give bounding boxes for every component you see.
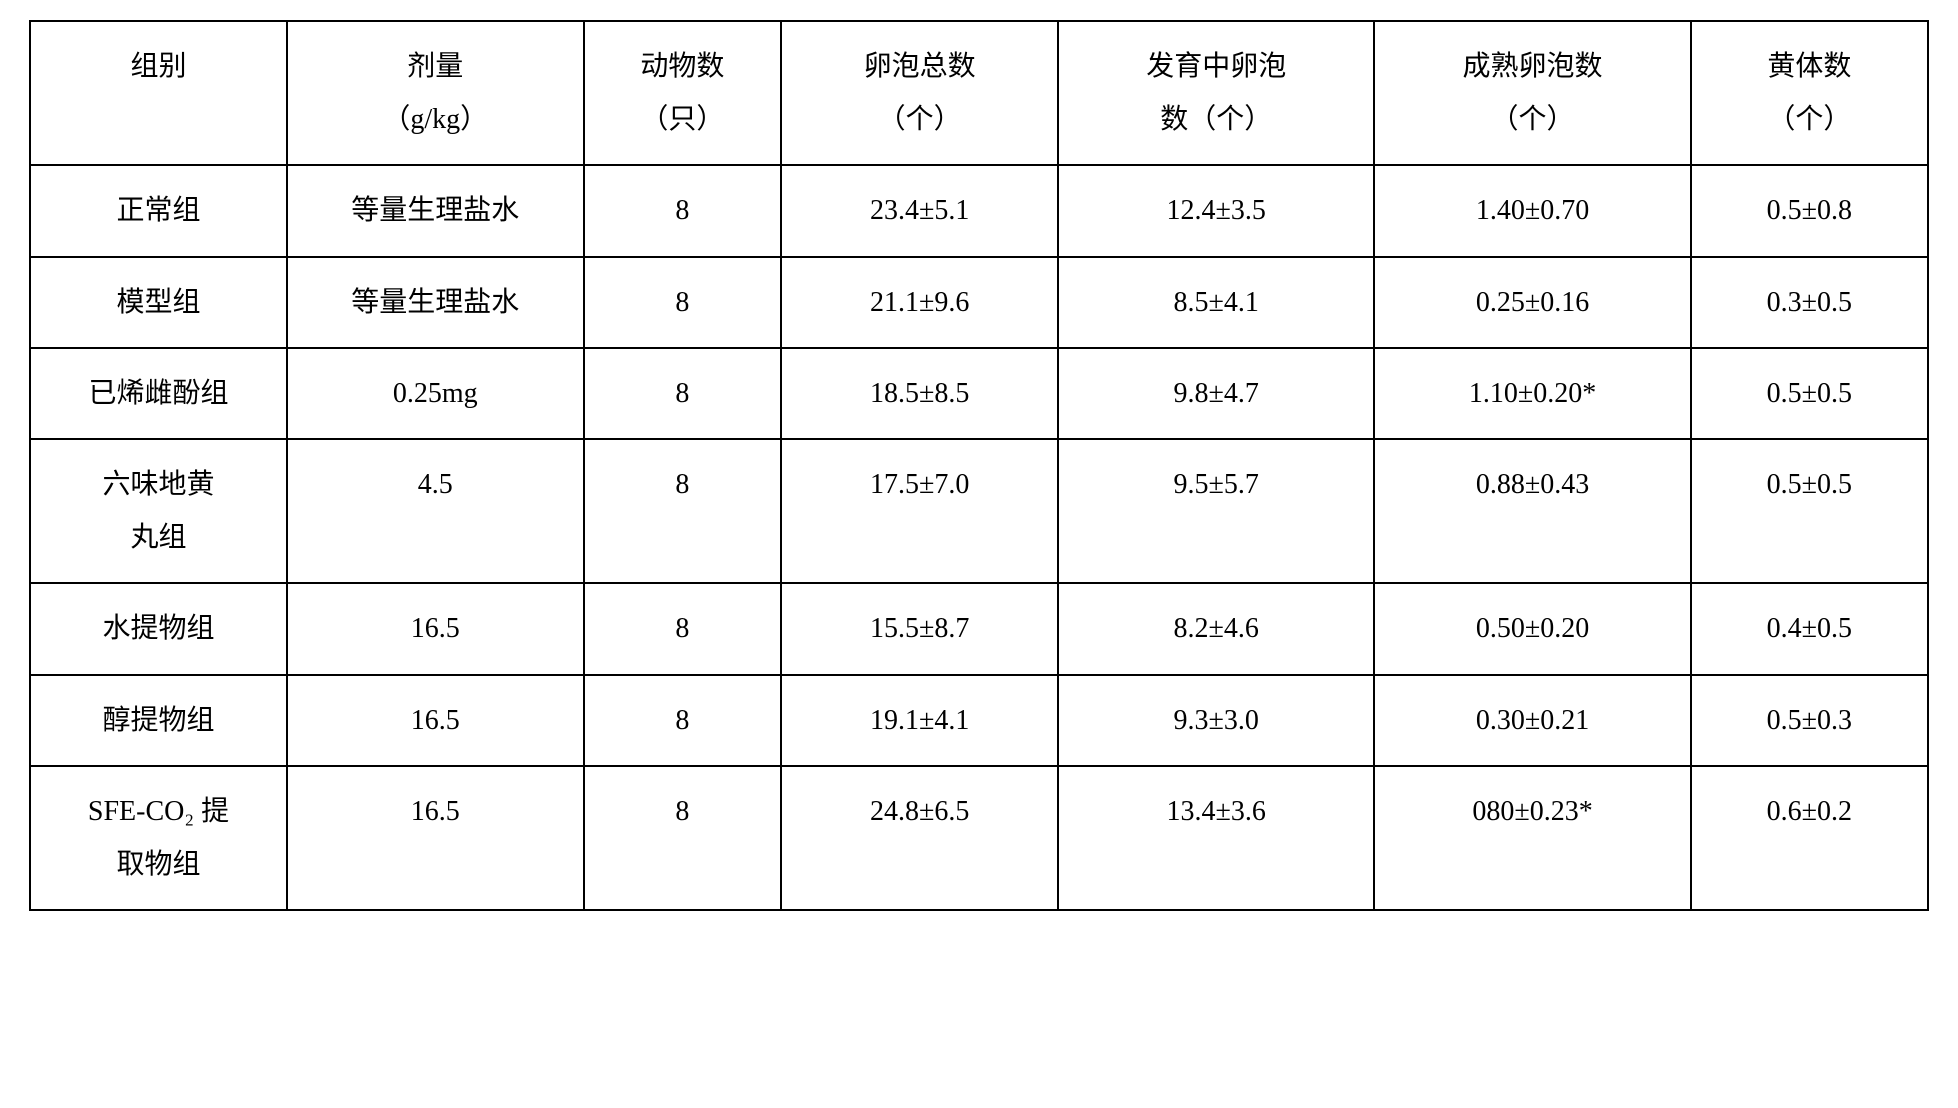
- table-row: 醇提物组16.5819.1±4.19.3±3.00.30±0.210.5±0.3: [30, 675, 1928, 766]
- cell-mature: 0.50±0.20: [1374, 583, 1690, 674]
- cell-dose: 等量生理盐水: [287, 257, 584, 348]
- cell-n: 8: [584, 675, 782, 766]
- col-header-total: 卵泡总数（个）: [781, 21, 1058, 165]
- cell-developing: 13.4±3.6: [1058, 766, 1374, 910]
- cell-mature: 1.10±0.20*: [1374, 348, 1690, 439]
- cell-mature: 080±0.23*: [1374, 766, 1690, 910]
- header-row: 组别 剂量（g/kg） 动物数（只） 卵泡总数（个） 发育中卵泡数（个） 成熟卵…: [30, 21, 1928, 165]
- table-row: 六味地黄丸组4.5817.5±7.09.5±5.70.88±0.430.5±0.…: [30, 439, 1928, 583]
- cell-dose: 16.5: [287, 766, 584, 910]
- cell-corpus: 0.5±0.5: [1691, 439, 1928, 583]
- cell-corpus: 0.5±0.3: [1691, 675, 1928, 766]
- cell-n: 8: [584, 165, 782, 256]
- cell-developing: 8.2±4.6: [1058, 583, 1374, 674]
- cell-dose: 4.5: [287, 439, 584, 583]
- data-table: 组别 剂量（g/kg） 动物数（只） 卵泡总数（个） 发育中卵泡数（个） 成熟卵…: [29, 20, 1929, 911]
- cell-dose: 16.5: [287, 675, 584, 766]
- col-header-corpus: 黄体数（个）: [1691, 21, 1928, 165]
- cell-n: 8: [584, 439, 782, 583]
- cell-dose: 等量生理盐水: [287, 165, 584, 256]
- cell-mature: 0.88±0.43: [1374, 439, 1690, 583]
- table-body: 正常组等量生理盐水823.4±5.112.4±3.51.40±0.700.5±0…: [30, 165, 1928, 910]
- cell-dose: 0.25mg: [287, 348, 584, 439]
- cell-group: SFE-CO₂ 提取物组: [30, 766, 287, 910]
- col-header-n: 动物数（只）: [584, 21, 782, 165]
- cell-total: 15.5±8.7: [781, 583, 1058, 674]
- cell-total: 23.4±5.1: [781, 165, 1058, 256]
- cell-corpus: 0.6±0.2: [1691, 766, 1928, 910]
- cell-developing: 9.8±4.7: [1058, 348, 1374, 439]
- cell-group: 已烯雌酚组: [30, 348, 287, 439]
- cell-n: 8: [584, 257, 782, 348]
- cell-corpus: 0.5±0.8: [1691, 165, 1928, 256]
- cell-n: 8: [584, 766, 782, 910]
- cell-group: 正常组: [30, 165, 287, 256]
- cell-total: 18.5±8.5: [781, 348, 1058, 439]
- cell-total: 24.8±6.5: [781, 766, 1058, 910]
- cell-n: 8: [584, 348, 782, 439]
- col-header-mature: 成熟卵泡数（个）: [1374, 21, 1690, 165]
- cell-group: 醇提物组: [30, 675, 287, 766]
- cell-mature: 0.25±0.16: [1374, 257, 1690, 348]
- col-header-group: 组别: [30, 21, 287, 165]
- cell-corpus: 0.4±0.5: [1691, 583, 1928, 674]
- table-row: 正常组等量生理盐水823.4±5.112.4±3.51.40±0.700.5±0…: [30, 165, 1928, 256]
- col-header-dose: 剂量（g/kg）: [287, 21, 584, 165]
- cell-mature: 1.40±0.70: [1374, 165, 1690, 256]
- cell-mature: 0.30±0.21: [1374, 675, 1690, 766]
- cell-total: 17.5±7.0: [781, 439, 1058, 583]
- cell-group: 水提物组: [30, 583, 287, 674]
- cell-developing: 9.3±3.0: [1058, 675, 1374, 766]
- table-row: 已烯雌酚组0.25mg818.5±8.59.8±4.71.10±0.20*0.5…: [30, 348, 1928, 439]
- table-row: 模型组等量生理盐水821.1±9.68.5±4.10.25±0.160.3±0.…: [30, 257, 1928, 348]
- table-row: 水提物组16.5815.5±8.78.2±4.60.50±0.200.4±0.5: [30, 583, 1928, 674]
- cell-corpus: 0.3±0.5: [1691, 257, 1928, 348]
- cell-developing: 12.4±3.5: [1058, 165, 1374, 256]
- cell-group: 六味地黄丸组: [30, 439, 287, 583]
- cell-total: 19.1±4.1: [781, 675, 1058, 766]
- cell-total: 21.1±9.6: [781, 257, 1058, 348]
- table-row: SFE-CO₂ 提取物组16.5824.8±6.513.4±3.6080±0.2…: [30, 766, 1928, 910]
- cell-developing: 9.5±5.7: [1058, 439, 1374, 583]
- cell-developing: 8.5±4.1: [1058, 257, 1374, 348]
- cell-group: 模型组: [30, 257, 287, 348]
- cell-corpus: 0.5±0.5: [1691, 348, 1928, 439]
- col-header-developing: 发育中卵泡数（个）: [1058, 21, 1374, 165]
- cell-dose: 16.5: [287, 583, 584, 674]
- cell-n: 8: [584, 583, 782, 674]
